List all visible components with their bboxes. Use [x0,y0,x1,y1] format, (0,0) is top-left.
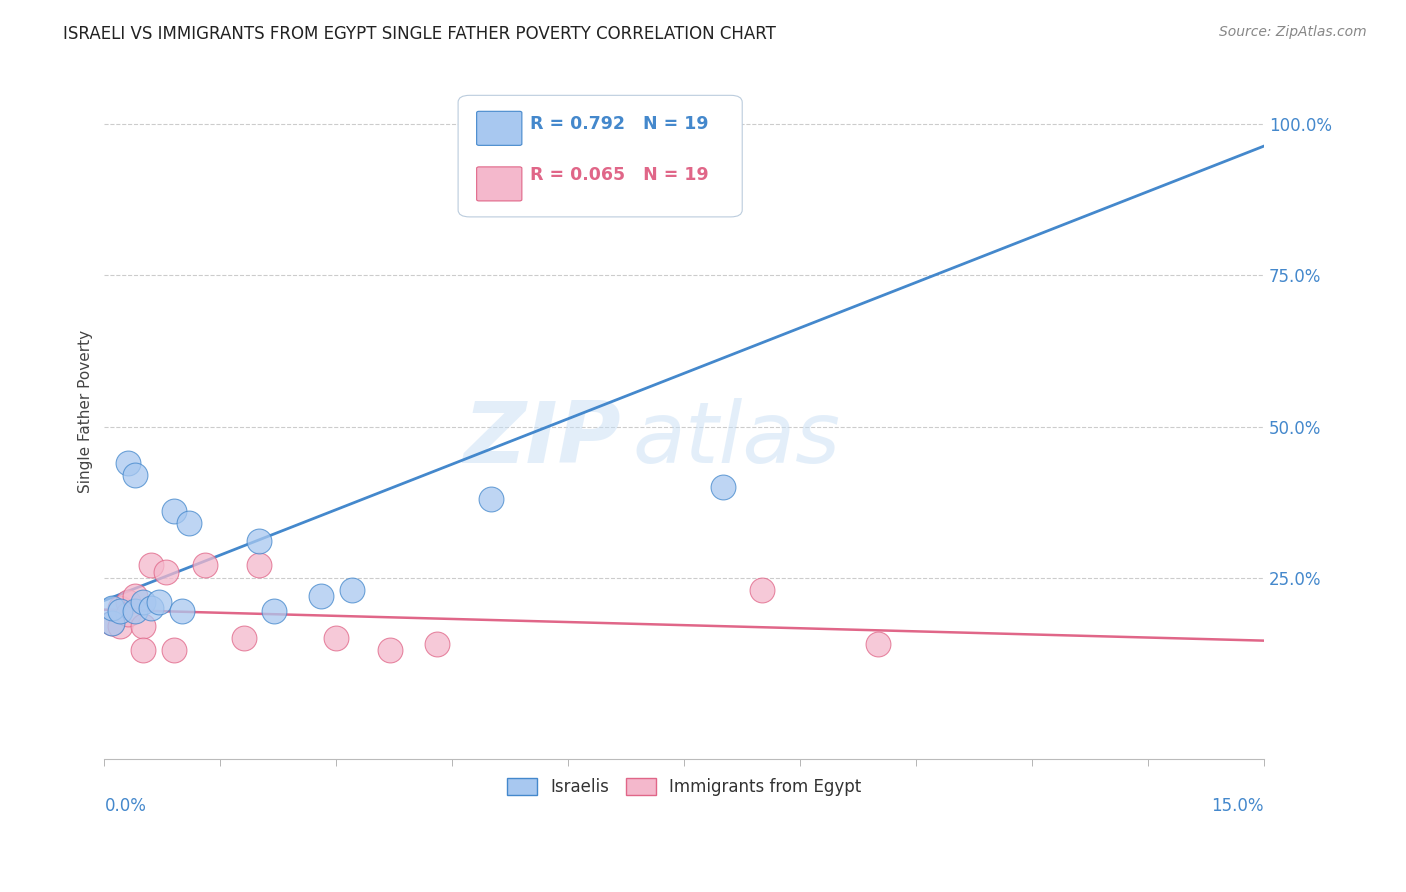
Point [101,600,124,615]
Point [711,480,734,494]
Point [866,637,889,651]
Point [124,589,146,603]
Text: 0.0%: 0.0% [104,797,146,815]
Text: R = 0.065   N = 19: R = 0.065 N = 19 [530,166,709,184]
Point [132,619,155,633]
Legend: Israelis, Immigrants from Egypt: Israelis, Immigrants from Egypt [501,771,868,803]
Point [139,558,162,573]
Point [247,558,270,573]
Point [139,600,162,615]
Point [124,604,146,618]
Text: R = 0.792   N = 19: R = 0.792 N = 19 [530,115,709,133]
Point [108,619,131,633]
Text: atlas: atlas [633,398,839,481]
Text: ISRAELI VS IMMIGRANTS FROM EGYPT SINGLE FATHER POVERTY CORRELATION CHART: ISRAELI VS IMMIGRANTS FROM EGYPT SINGLE … [63,25,776,43]
Point [132,595,155,609]
Point [380,643,402,657]
Point [117,456,139,470]
Point [309,589,332,603]
Point [658,118,681,132]
Text: 15.0%: 15.0% [1212,797,1264,815]
Point [170,604,193,618]
Point [751,582,773,597]
Point [124,467,146,482]
Text: Source: ZipAtlas.com: Source: ZipAtlas.com [1219,25,1367,39]
Point [340,582,363,597]
Point [479,491,502,506]
Text: ZIP: ZIP [463,398,620,481]
Y-axis label: Single Father Poverty: Single Father Poverty [79,330,93,493]
Point [117,595,139,609]
Point [108,600,131,615]
Point [101,615,124,630]
Point [247,534,270,549]
Point [426,637,449,651]
Point [194,558,217,573]
Point [263,604,285,618]
FancyBboxPatch shape [458,95,742,217]
Point [117,607,139,621]
Point [232,631,254,645]
FancyBboxPatch shape [477,167,522,201]
Point [101,615,124,630]
FancyBboxPatch shape [477,112,522,145]
Point [163,643,186,657]
Point [163,504,186,518]
Point [325,631,347,645]
Point [148,595,170,609]
Point [155,565,177,579]
Point [108,604,131,618]
Point [179,516,201,531]
Point [132,643,155,657]
